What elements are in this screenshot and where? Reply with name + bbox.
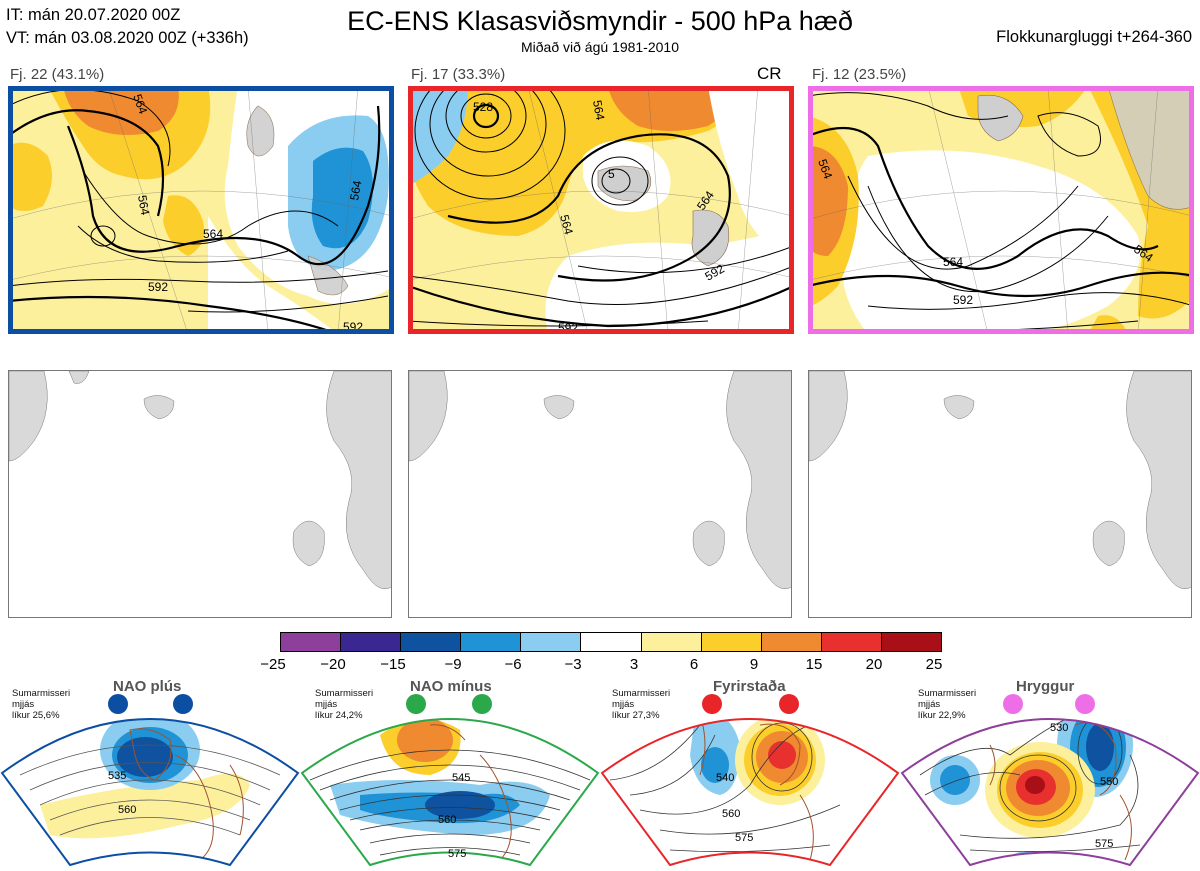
regime-1-info: Sumarmisseri mjjás líkur 25,6% — [12, 688, 70, 721]
contour-label: 550 — [1100, 776, 1118, 788]
regime-months: mjjás — [315, 699, 338, 710]
contour-label: 535 — [108, 770, 126, 782]
contour-label: 592 — [953, 293, 973, 307]
contour-label: 564 — [557, 213, 576, 236]
regime-1-title: NAO plús — [113, 678, 182, 695]
contour-label: 564 — [347, 179, 364, 201]
contour-label: 560 — [722, 808, 740, 820]
cluster-map-1: 564 564 564 564 592 592 — [8, 86, 394, 334]
contour-label: 540 — [716, 772, 734, 784]
contour-label: 528 — [473, 100, 493, 114]
colorbar-swatch — [701, 633, 762, 651]
regime-1-map: 535 560 — [0, 718, 300, 867]
contour-label: 564 — [203, 227, 223, 241]
contour-label: 5 — [608, 167, 615, 181]
empty-map-3 — [808, 370, 1192, 618]
regime-3-title: Fyrirstaða — [713, 678, 786, 695]
regime-4-marker — [1003, 694, 1023, 714]
regime-4-marker — [1075, 694, 1095, 714]
regime-months: mjjás — [918, 699, 941, 710]
colorbar-label: 20 — [865, 656, 883, 673]
page-subtitle: Miðað við ágú 1981-2010 — [520, 39, 679, 55]
regime-likelihood: líkur 24,2% — [315, 710, 363, 721]
contour-label: 545 — [452, 772, 470, 784]
regime-likelihood: líkur 25,6% — [12, 710, 60, 721]
colorbar-label: −20 — [320, 656, 346, 673]
initial-time: IT: mán 20.07.2020 00Z — [6, 6, 181, 24]
contour-label: 592 — [148, 280, 168, 294]
regime-season: Sumarmisseri — [918, 688, 977, 699]
cluster-1-frame — [8, 86, 394, 334]
colorbar-swatch — [821, 633, 882, 651]
colorbar-label: −25 — [260, 656, 286, 673]
regime-2-info: Sumarmisseri mjjás líkur 24,2% — [315, 688, 373, 721]
colorbar-swatch — [461, 633, 522, 651]
regime-season: Sumarmisseri — [612, 688, 671, 699]
cluster-map-2: 528 564 564 564 592 592 5 — [408, 86, 794, 334]
regime-3-info: Sumarmisseri mjjás líkur 27,3% — [612, 688, 670, 721]
regime-months: mjjás — [12, 699, 35, 710]
cluster-2-frame — [408, 86, 794, 334]
cluster-3-label: Fj. 12 (23.5%) — [812, 66, 907, 83]
regime-3-marker — [702, 694, 722, 714]
contour-label: 564 — [590, 99, 607, 121]
page-title: EC-ENS Klasasviðsmyndir - 500 hPa hæð — [347, 6, 853, 36]
contour-label: 530 — [1050, 722, 1068, 734]
colorbar-swatch — [281, 633, 342, 651]
regime-3-map: 540 560 575 — [600, 718, 900, 867]
regime-months: mjjás — [612, 699, 635, 710]
regime-likelihood: líkur 27,3% — [612, 710, 660, 721]
colorbar-swatch — [401, 633, 462, 651]
colorbar-label: −9 — [444, 656, 462, 673]
colorbar-label: 3 — [629, 656, 639, 673]
header-times: IT: mán 20.07.2020 00Z VT: mán 03.08.202… — [6, 4, 249, 50]
colorbar-label: 6 — [689, 656, 699, 673]
colorbar-swatch — [341, 633, 402, 651]
regime-4-title: Hryggur — [1016, 678, 1075, 695]
colorbar-swatch — [881, 633, 942, 651]
regime-likelihood: líkur 22,9% — [918, 710, 966, 721]
empty-map-2 — [408, 370, 792, 618]
colorbar-swatch — [761, 633, 822, 651]
colorbar-label: 15 — [805, 656, 823, 673]
regime-1-marker — [108, 694, 128, 714]
regime-1-marker — [173, 694, 193, 714]
colorbar-label: −6 — [504, 656, 522, 673]
regime-4-info: Sumarmisseri mjjás líkur 22,9% — [918, 688, 976, 721]
regime-4-map: 530 550 575 — [900, 718, 1200, 867]
empty-map-1 — [8, 370, 392, 618]
classification-window: Flokkunargluggi t+264-360 — [996, 28, 1192, 46]
contour-label: 564 — [130, 92, 150, 116]
cluster-map-3: 564 564 564 592 — [808, 86, 1194, 334]
contour-label: 564 — [815, 157, 835, 181]
contour-label: 560 — [438, 814, 456, 826]
colorbar-label: 25 — [925, 656, 943, 673]
cluster-1-label: Fj. 22 (43.1%) — [10, 66, 105, 83]
regime-2-title: NAO mínus — [410, 678, 492, 695]
colorbar-label: −3 — [564, 656, 582, 673]
regime-2-marker — [406, 694, 426, 714]
cluster-3-frame — [808, 86, 1194, 334]
regime-3-marker — [779, 694, 799, 714]
colorbar-label: −15 — [380, 656, 406, 673]
colorbar-swatch — [641, 633, 702, 651]
colorbar-label: 9 — [749, 656, 759, 673]
cluster-2-badge: CR — [757, 64, 782, 83]
colorbar — [280, 632, 942, 652]
colorbar-swatch — [581, 633, 642, 651]
regime-season: Sumarmisseri — [315, 688, 374, 699]
regime-2-map: 545 560 575 — [300, 718, 600, 867]
valid-time: VT: mán 03.08.2020 00Z (+336h) — [6, 29, 249, 47]
contour-label: 575 — [1095, 838, 1113, 850]
contour-label: 575 — [448, 848, 466, 860]
contour-label: 564 — [135, 194, 152, 216]
contour-label: 564 — [943, 255, 963, 269]
regime-2-marker — [472, 694, 492, 714]
colorbar-swatch — [521, 633, 582, 651]
contour-label: 575 — [735, 832, 753, 844]
contour-label: 560 — [118, 804, 136, 816]
cluster-2-label: Fj. 17 (33.3%) — [411, 66, 506, 83]
regime-season: Sumarmisseri — [12, 688, 71, 699]
